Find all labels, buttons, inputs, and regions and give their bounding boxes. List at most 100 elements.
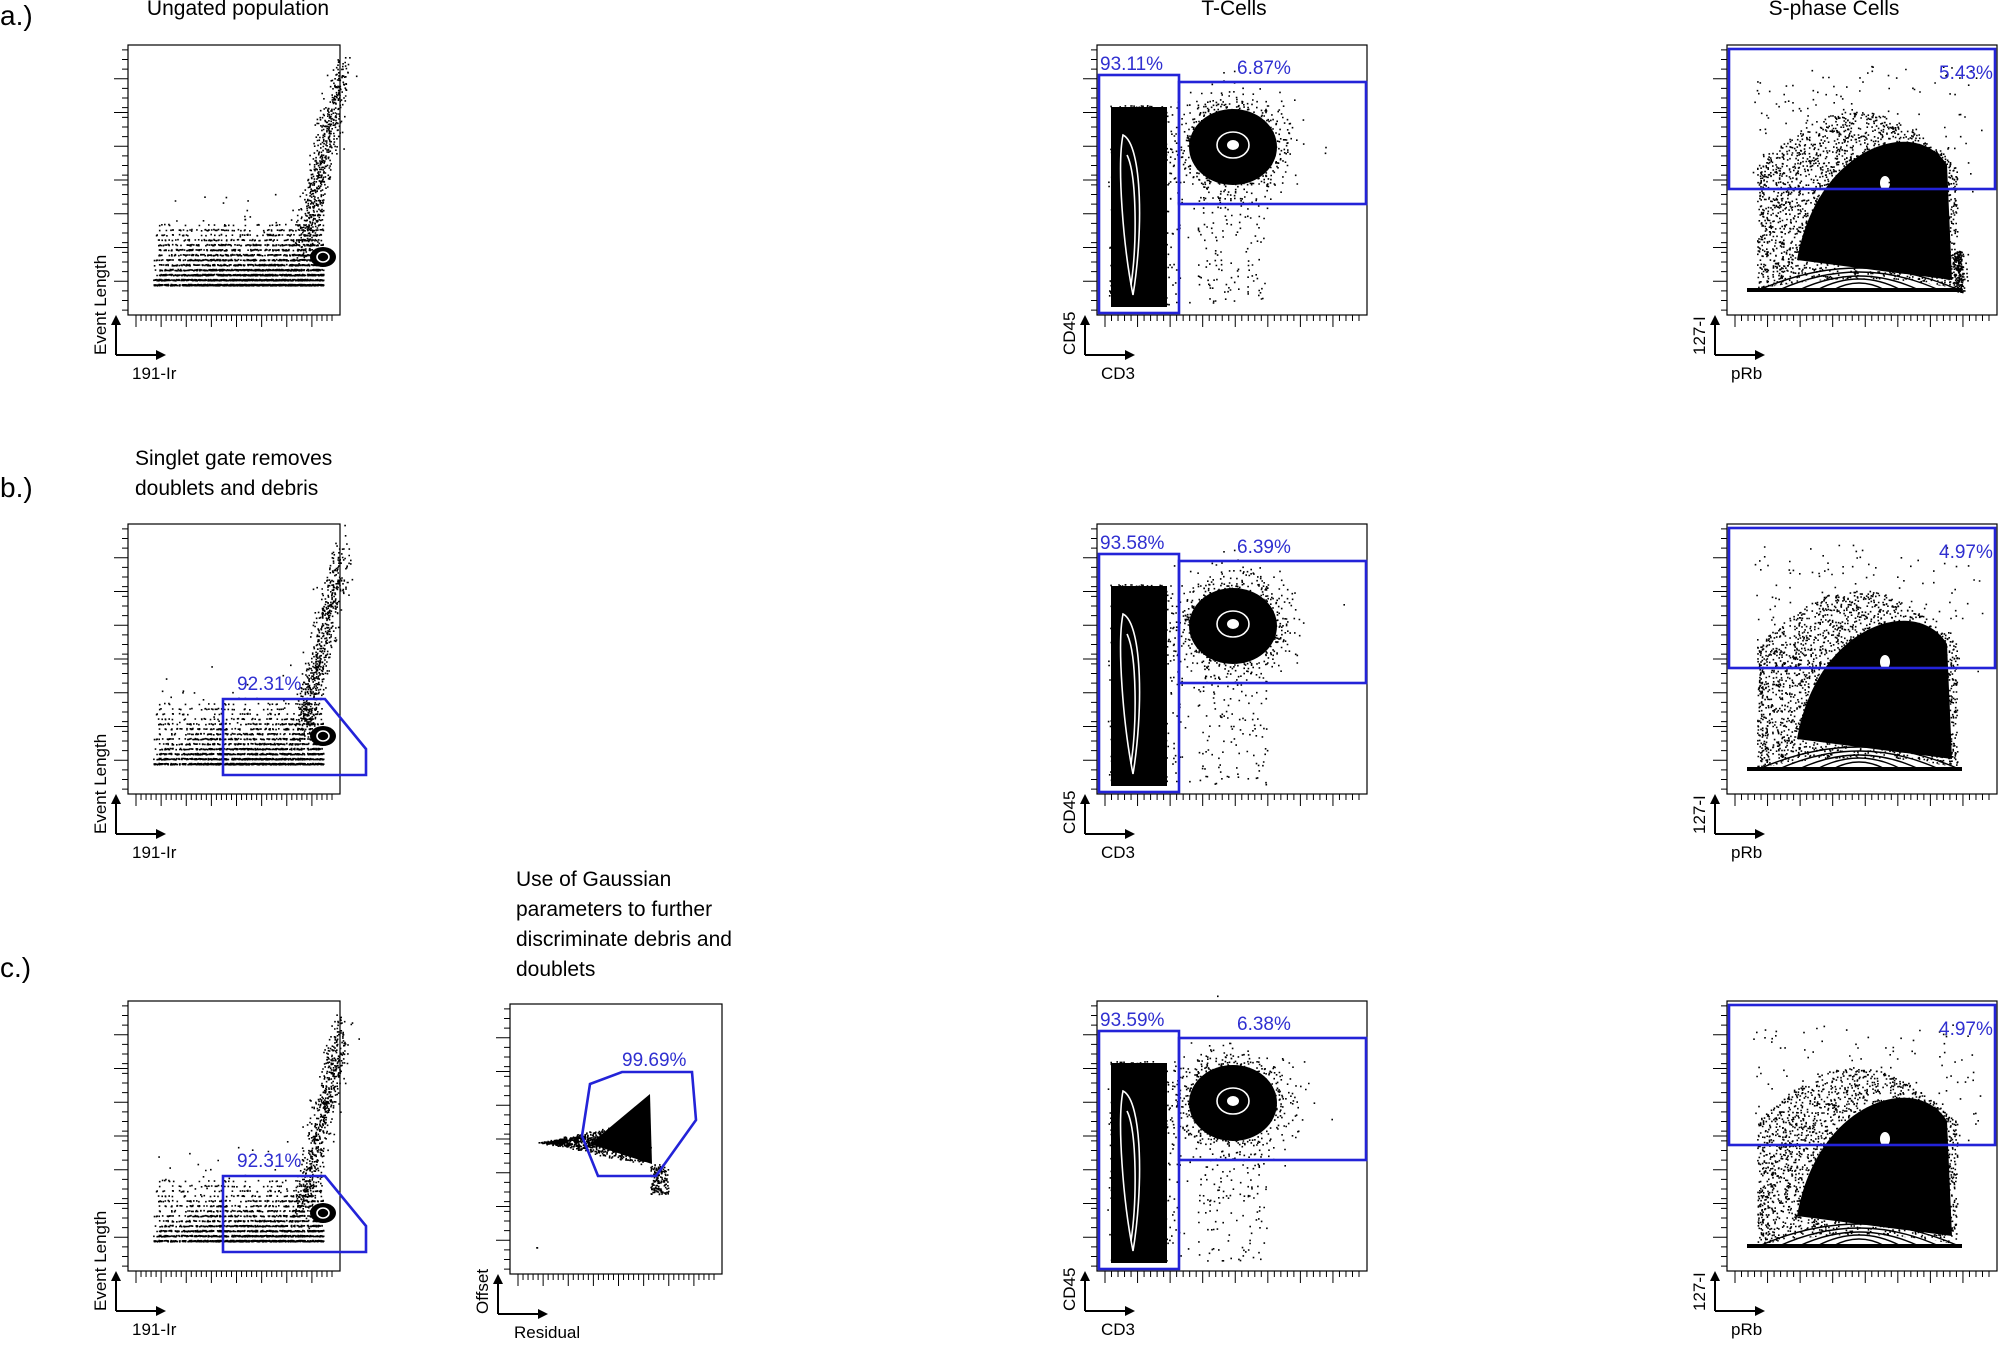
y-arrowhead (1710, 794, 1720, 804)
y-arrowhead (493, 1274, 503, 1284)
s-phase-gate-percent: 5.43% (1939, 63, 1993, 84)
g1-contours (1754, 746, 1964, 770)
cd3-negative-contour (1119, 1089, 1141, 1252)
y-axis-label: CD45 (1060, 312, 1079, 355)
x-axis-label: CD3 (1101, 1320, 1135, 1339)
s-phase-gate-percent: 4.97% (1939, 1019, 1993, 1040)
g1-contour-line (1798, 1231, 1920, 1247)
x-arrowhead (1125, 829, 1135, 839)
cd3-negative-gate-percent: 93.11% (1100, 54, 1163, 75)
s-phase-population (1797, 620, 1952, 759)
x-axis-label: pRb (1731, 843, 1762, 862)
doublet-tail-points (292, 57, 358, 276)
s-phase-population (1797, 141, 1952, 280)
cd3-negative-contour (1119, 612, 1141, 775)
s-phase-gate (1727, 526, 1997, 670)
y-axis-label: 127-I (1690, 1272, 1709, 1311)
x-axis-label: CD3 (1101, 843, 1135, 862)
singlet-population (310, 726, 336, 746)
axis-ticks (114, 49, 333, 327)
sparse-points (1197, 196, 1269, 304)
g1-contour-line (1758, 1223, 1960, 1247)
singlet-gate (221, 1174, 368, 1254)
y-arrowhead (1710, 315, 1720, 325)
s-phase-peak (1880, 176, 1890, 190)
header-ungated-population: Ungated population (146, 0, 330, 20)
x-arrowhead (156, 829, 166, 839)
axis-ticks (1083, 528, 1360, 806)
t-cell-peak (1227, 1096, 1239, 1106)
cd3-negative-contour (1126, 154, 1136, 286)
axis-ticks (1713, 1005, 1990, 1283)
y-axis-label: 127-I (1690, 795, 1709, 834)
t-cell-gate (1177, 1036, 1368, 1162)
g1-contour-line (1832, 1238, 1886, 1247)
g1-contour-line (1778, 1227, 1940, 1247)
y-arrowhead (111, 315, 121, 325)
panel-b-s-phase: pRb 127-I 4.97% (1690, 523, 1998, 862)
g1-contour-line (1778, 750, 1940, 770)
panel-c-t-cells: CD3 CD45 93.59% 6.38% (1060, 995, 1368, 1339)
singlet-contour (316, 251, 330, 263)
singlet-gate (221, 697, 368, 777)
y-arrowhead (1710, 1271, 1720, 1281)
panel-a-s-phase: pRb 127-I 5.43% (1690, 44, 1998, 383)
header-t-cells: T-Cells (1201, 0, 1267, 20)
axis-ticks (114, 528, 333, 806)
x-arrowhead (1755, 829, 1765, 839)
header-gaussian-parameters: Use of Gaussian parameters to further di… (516, 868, 732, 981)
g1-contour-line (1832, 761, 1886, 770)
sparse-points (1752, 65, 1983, 196)
g2-points (1948, 250, 1970, 294)
singlet-population (310, 247, 336, 267)
event-length-bands (153, 673, 325, 766)
g1-contour-line (1832, 282, 1886, 291)
doublet-tail-points (295, 524, 354, 742)
x-axis-label: 191-Ir (132, 1320, 177, 1339)
y-axis-label: CD45 (1060, 791, 1079, 834)
t-cell-gate (1177, 80, 1368, 206)
y-axis-label: Event Length (91, 734, 110, 834)
panel-c-gaussian: Residual Offset 99.69% (473, 1003, 723, 1342)
x-arrowhead (1755, 1306, 1765, 1316)
t-cell-contour (1216, 131, 1250, 159)
x-axis-label: 191-Ir (132, 364, 177, 383)
s-phase-gate (1727, 1003, 1997, 1147)
cd3-negative-gate-percent: 93.58% (1100, 533, 1165, 554)
s-phase-gate-percent: 4.97% (1939, 542, 1993, 563)
y-arrowhead (1080, 315, 1090, 325)
x-arrowhead (538, 1309, 548, 1319)
x-arrowhead (1755, 350, 1765, 360)
panel-c-singlet: 191-Ir Event Length 92.31% (91, 1000, 368, 1339)
axis-ticks (1083, 1005, 1360, 1283)
g1-contour-line (1816, 1234, 1902, 1247)
tail-points (650, 1164, 670, 1196)
x-axis-label: pRb (1731, 1320, 1762, 1339)
t-cell-peak (1227, 619, 1239, 629)
header-singlet-gate: Singlet gate removes doublets and debris (135, 447, 333, 500)
t-cell-peak (1227, 140, 1239, 150)
event-length-bands (153, 1150, 325, 1243)
y-arrowhead (1080, 794, 1090, 804)
y-arrowhead (111, 794, 121, 804)
cd3-negative-gate-percent: 93.59% (1100, 1010, 1165, 1031)
gaussian-gate-percent: 99.69% (622, 1050, 687, 1071)
x-arrowhead (1125, 350, 1135, 360)
g1-contour-line (1758, 267, 1960, 291)
event-length-bands (153, 194, 325, 287)
panel-b-singlet: 191-Ir Event Length 92.31% (91, 523, 368, 862)
axis-ticks (114, 1005, 333, 1283)
panel-b-t-cells: CD3 CD45 93.58% 6.39% (1060, 523, 1368, 862)
singlet-contour (316, 1207, 330, 1219)
x-axis-label: CD3 (1101, 364, 1135, 383)
s-phase-population (1797, 1097, 1952, 1236)
row-label-a: a.) (0, 0, 33, 31)
y-axis-label: Event Length (91, 1211, 110, 1311)
row-label-c: c.) (0, 952, 32, 983)
y-axis-label: 127-I (1690, 316, 1709, 355)
y-axis-label: Event Length (91, 255, 110, 355)
axis-ticks (1713, 49, 1990, 327)
g1-contours (1754, 1223, 1964, 1247)
